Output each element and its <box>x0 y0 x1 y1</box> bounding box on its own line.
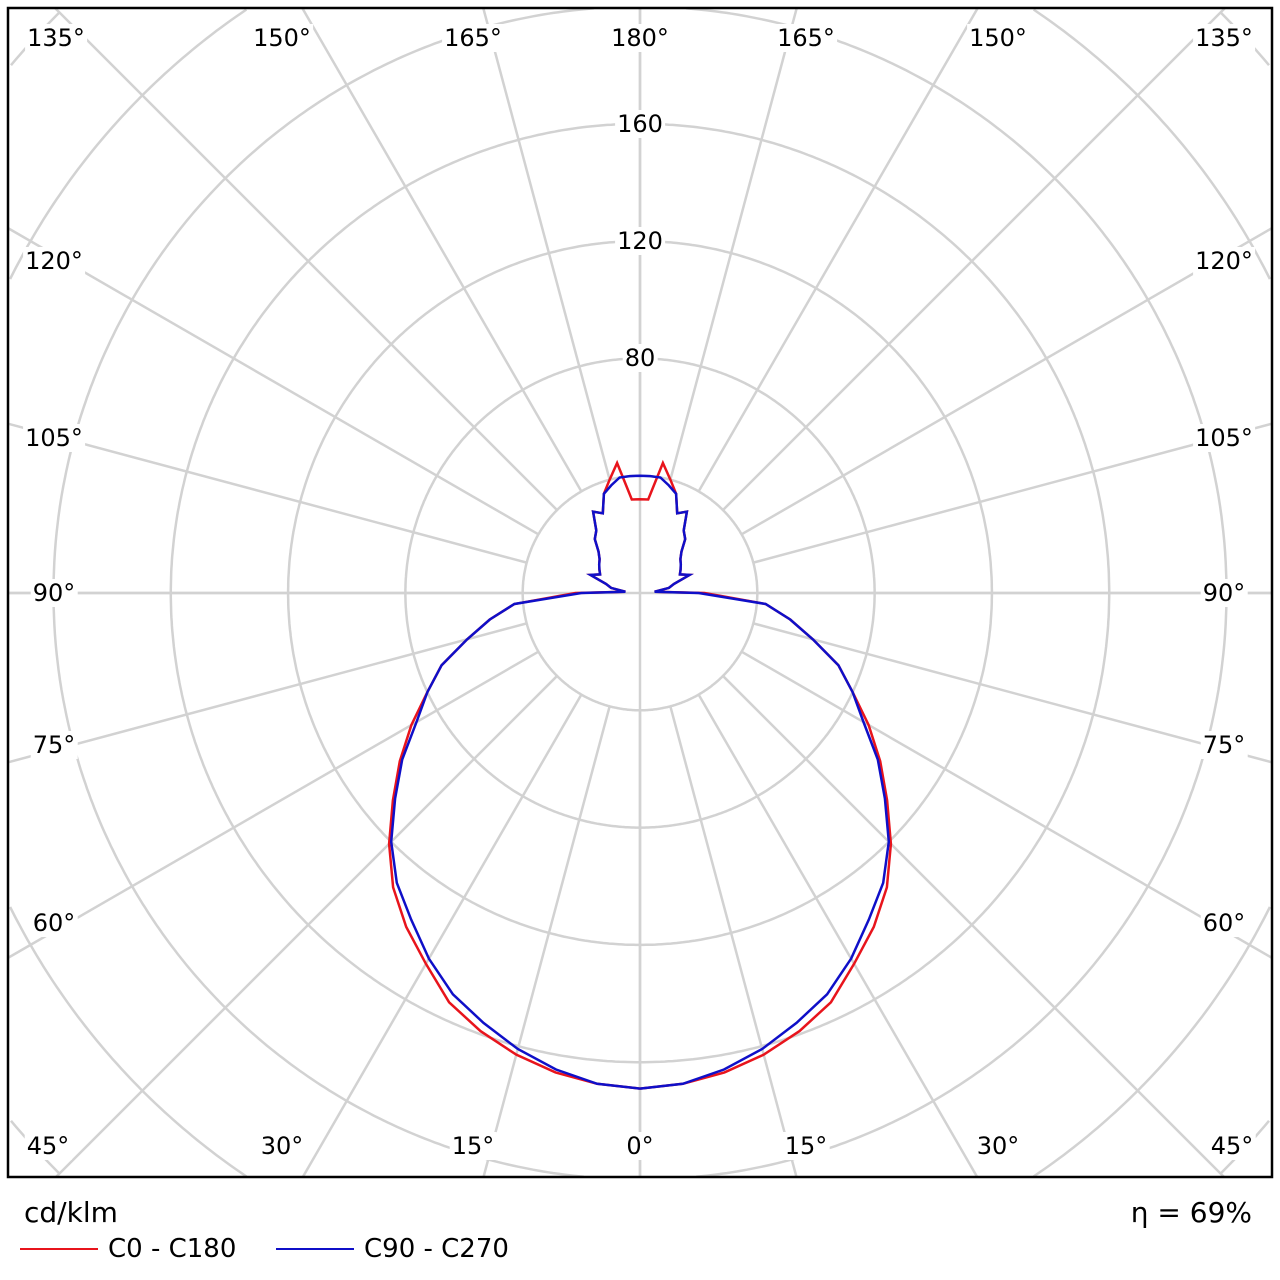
grid-spoke <box>722 675 1225 1178</box>
grid-spoke <box>482 705 611 1178</box>
grid-spoke <box>722 7 1226 511</box>
angle-label-right: 105° <box>1193 424 1255 452</box>
angle-label-left: 105° <box>23 424 85 452</box>
angle-label-left: 90° <box>30 579 78 607</box>
angle-label-top: 165° <box>442 24 504 52</box>
radial-tick-label: 80 <box>622 344 658 373</box>
grid-spoke <box>7 622 528 764</box>
angle-label-top: 135° <box>1193 24 1255 52</box>
grid-spoke <box>54 7 558 511</box>
legend-swatch-c90 <box>276 1248 354 1250</box>
angle-label-top: 150° <box>967 24 1029 52</box>
angle-label-bottom: 30° <box>974 1132 1022 1160</box>
series-curve-0 <box>387 459 893 1090</box>
legend-label-c0: C0 - C180 <box>108 1234 237 1264</box>
efficiency-label: η = 69% <box>1130 1196 1252 1229</box>
legend-label-c90: C90 - C270 <box>364 1234 509 1264</box>
grid-spoke <box>7 227 540 536</box>
angle-label-top: 165° <box>775 24 837 52</box>
legend-swatch-c0 <box>20 1248 98 1250</box>
grid-spoke <box>482 7 611 481</box>
polar-diagram <box>6 6 1274 1179</box>
plot-frame <box>6 6 1274 1179</box>
grid-spoke <box>301 693 583 1178</box>
angle-label-bottom: 0° <box>624 1132 656 1160</box>
angle-label-bottom: 15° <box>782 1132 830 1160</box>
grid-spoke <box>7 650 540 959</box>
grid-spoke <box>301 7 583 493</box>
grid-spoke <box>55 675 558 1178</box>
plot-area <box>7 7 1273 1179</box>
grid-spoke <box>7 422 528 564</box>
grid-spoke <box>669 7 798 481</box>
grid-spoke <box>752 422 1273 564</box>
grid-spoke <box>740 227 1273 536</box>
angle-label-top: 180° <box>609 24 671 52</box>
radial-tick-label: 160 <box>615 109 665 138</box>
angle-label-bottom: 30° <box>258 1132 306 1160</box>
angle-label-bottom: 15° <box>449 1132 497 1160</box>
angle-label-left: 75° <box>30 731 78 759</box>
series-curve-1 <box>389 474 891 1090</box>
grid-spoke <box>752 622 1273 764</box>
grid-spoke <box>697 7 979 493</box>
angle-label-top: 135° <box>25 24 87 52</box>
angle-label-left: 120° <box>23 247 85 275</box>
radial-tick-label: 120 <box>615 227 665 256</box>
grid-spoke <box>740 650 1273 959</box>
angle-label-right: 60° <box>1200 909 1248 937</box>
grid-spoke <box>669 705 798 1178</box>
angle-label-bottom: 45° <box>1208 1132 1256 1160</box>
angle-label-bottom: 45° <box>24 1132 72 1160</box>
angle-label-left: 60° <box>30 909 78 937</box>
angle-label-right: 90° <box>1200 579 1248 607</box>
angle-label-right: 120° <box>1193 247 1255 275</box>
angle-label-top: 150° <box>251 24 313 52</box>
grid-ring <box>8 8 1272 1178</box>
unit-label: cd/klm <box>24 1196 118 1229</box>
angle-label-right: 75° <box>1200 731 1248 759</box>
grid-spoke <box>697 693 979 1178</box>
